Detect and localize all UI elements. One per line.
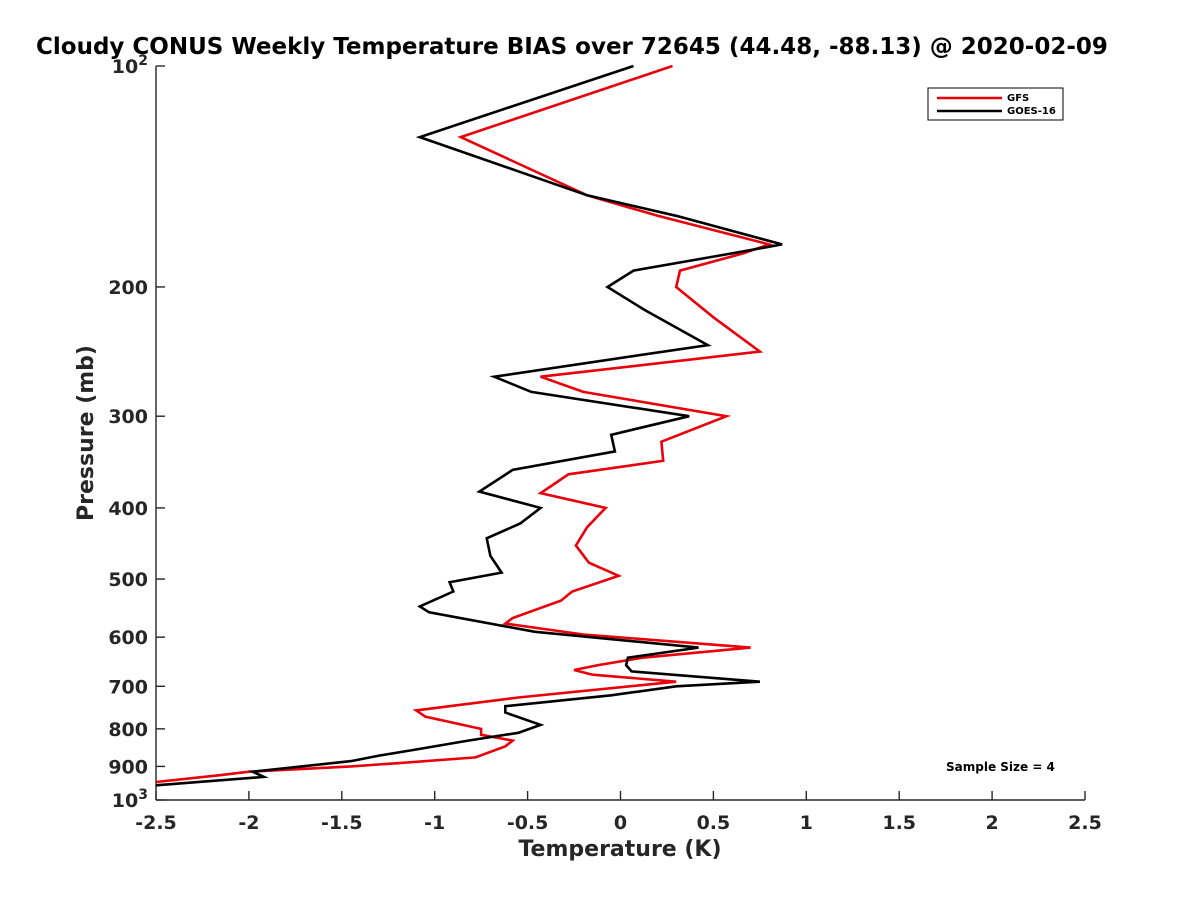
x-tick-label: 2.5 bbox=[1068, 812, 1102, 834]
y-tick-label: 500 bbox=[108, 569, 148, 591]
y-tick-label: 600 bbox=[108, 627, 148, 649]
x-tick-label: -1.5 bbox=[321, 812, 363, 834]
plot-area: -2.5 -2 -1.5 -1 -0.5 0 0.5 1 1.5 2 2.5 102 200 300 40… bbox=[108, 53, 1102, 834]
series-group bbox=[155, 64, 783, 787]
x-tick-label: 0 bbox=[614, 812, 627, 834]
series-line-gfs bbox=[155, 64, 774, 784]
y-tick-label: 800 bbox=[108, 719, 148, 741]
y-ticks: 102 200 300 400 500 600 700 800 900 103 bbox=[108, 53, 165, 812]
sample-size-annotation: Sample Size = 4 bbox=[946, 760, 1055, 774]
y-tick-label: 103 bbox=[112, 787, 148, 812]
legend-box bbox=[927, 87, 1064, 121]
x-axis-label: Temperature (K) bbox=[518, 837, 721, 862]
y-tick-label: 102 bbox=[112, 53, 148, 78]
x-tick-label: 1 bbox=[800, 812, 813, 834]
legend: GFS GOES-16 bbox=[927, 87, 1064, 121]
y-tick-label: 300 bbox=[108, 406, 148, 428]
x-tick-label: 0.5 bbox=[697, 812, 731, 834]
x-tick-label: 1.5 bbox=[882, 812, 916, 834]
chart-title: Cloudy CONUS Weekly Temperature BIAS ove… bbox=[36, 34, 1108, 60]
x-tick-label: -1 bbox=[424, 812, 445, 834]
y-tick-label: 900 bbox=[108, 756, 148, 778]
y-axis-label: Pressure (mb) bbox=[74, 345, 99, 521]
y-tick-label: 400 bbox=[108, 498, 148, 520]
x-tick-label: 2 bbox=[985, 812, 998, 834]
series-line-goes16 bbox=[155, 64, 783, 787]
legend-label-gfs: GFS bbox=[1007, 93, 1029, 104]
x-tick-label: -2.5 bbox=[135, 812, 177, 834]
y-tick-label: 700 bbox=[108, 676, 148, 698]
y-tick-label: 200 bbox=[108, 277, 148, 299]
x-tick-label: -0.5 bbox=[507, 812, 549, 834]
legend-label-goes16: GOES-16 bbox=[1007, 106, 1056, 117]
x-tick-label: -2 bbox=[238, 812, 259, 834]
x-ticks: -2.5 -2 -1.5 -1 -0.5 0 0.5 1 1.5 2 2.5 bbox=[135, 791, 1102, 834]
